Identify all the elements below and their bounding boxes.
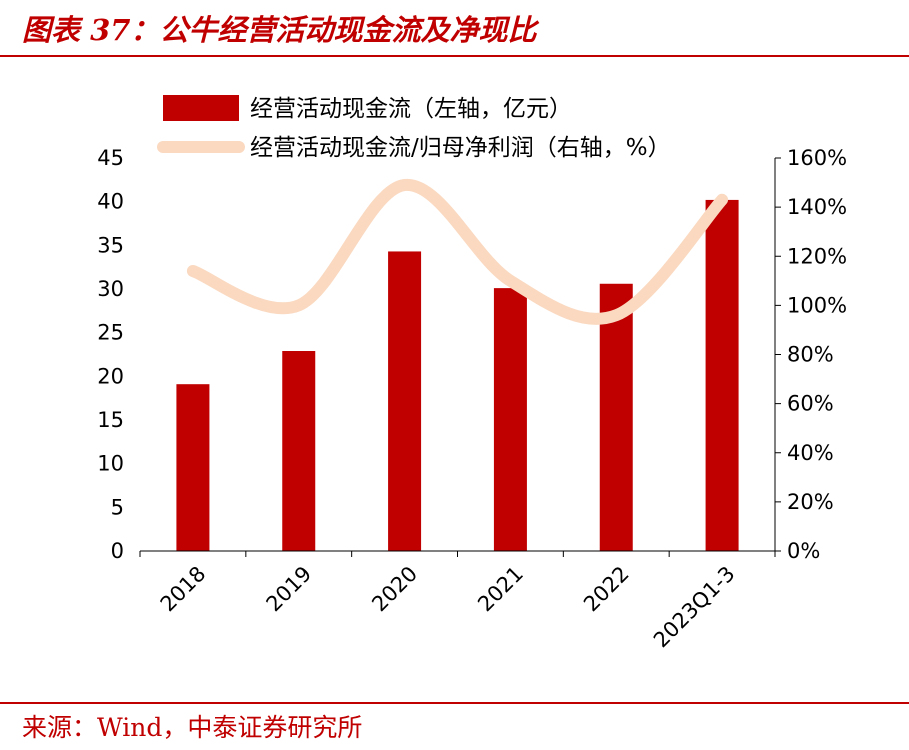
left-tick-label: 15 [97,408,124,432]
cash-flow-bar [388,251,422,552]
cash-flow-bar [493,288,527,551]
x-tick-label: 2019 [262,562,317,617]
left-tick-label: 25 [97,321,124,345]
left-tick-label: 0 [111,539,124,563]
footer-divider [0,702,909,704]
figure-title: 图表 37：公牛经营活动现金流及净现比 [22,13,537,47]
cash-flow-bar [176,384,210,551]
right-tick-label: 60% [787,392,834,416]
x-tick-label: 2018 [156,562,211,617]
right-tick-label: 0% [787,539,820,563]
left-tick-label: 35 [97,233,124,257]
x-tick-label: 2021 [473,562,528,617]
legend-line-label: 经营活动现金流/归母净利润（右轴，%） [250,135,671,161]
right-tick-label: 80% [787,343,834,367]
cash-flow-bar [599,283,633,551]
x-tick-label: 2022 [579,562,634,617]
right-tick-label: 100% [787,293,847,317]
x-tick-label: 2023Q1-3 [649,562,740,653]
cash-flow-bar [282,351,316,551]
bar-series [176,199,739,552]
right-tick-label: 40% [787,441,834,465]
right-tick-label: 140% [787,195,847,219]
legend-bar-swatch [163,95,239,121]
title-divider [0,55,909,57]
left-tick-label: 10 [97,452,124,476]
left-tick-label: 30 [97,277,124,301]
right-tick-label: 120% [787,244,847,268]
chart-canvas: 经营活动现金流（左轴，亿元） 经营活动现金流/归母净利润（右轴，%） 0 5 10 1… [97,95,847,653]
left-axis-ticks: 0 5 10 15 20 25 30 35 40 45 [97,146,124,563]
right-axis-ticks: 0% 20% 40% 60% 80% 100% 120% 140% 160% [775,146,847,563]
right-tick-label: 160% [787,146,847,170]
left-tick-label: 20 [97,364,124,388]
left-tick-label: 45 [97,146,124,170]
legend-bar-label: 经营活动现金流（左轴，亿元） [250,96,572,122]
ratio-line [186,179,729,325]
source-note: 来源：Wind，中泰证券研究所 [22,713,363,742]
left-tick-label: 5 [111,495,124,519]
left-tick-label: 40 [97,190,124,214]
legend: 经营活动现金流（左轴，亿元） 经营活动现金流/归母净利润（右轴，%） [157,95,671,161]
cash-flow-bar [705,199,739,552]
right-tick-label: 20% [787,490,834,514]
x-axis-labels: 2018 2019 2020 2021 2022 2023Q1-3 [139,551,776,653]
x-tick-label: 2020 [367,562,422,617]
